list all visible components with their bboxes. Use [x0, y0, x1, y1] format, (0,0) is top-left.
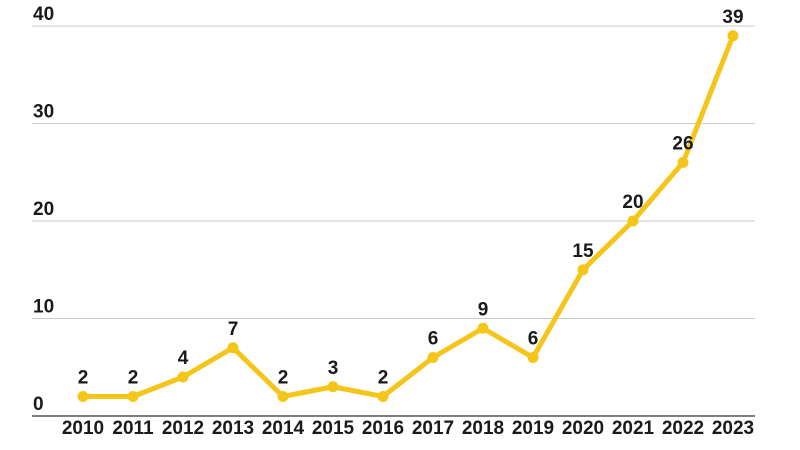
data-point — [227, 342, 239, 354]
data-point-label: 6 — [528, 329, 539, 350]
data-point-label: 26 — [672, 134, 693, 155]
data-point-label: 2 — [278, 368, 289, 389]
y-axis-tick-label: 40 — [33, 4, 54, 25]
data-point — [477, 322, 489, 334]
data-point-label: 7 — [228, 319, 239, 340]
x-axis-tick-label: 2018 — [462, 418, 504, 439]
data-point — [727, 30, 739, 42]
data-point — [127, 391, 139, 402]
x-axis-tick-label: 2017 — [412, 418, 454, 439]
data-point — [577, 264, 589, 276]
x-axis-tick-label: 2016 — [362, 418, 404, 439]
data-point — [377, 391, 389, 402]
y-axis-tick-label: 20 — [33, 199, 54, 220]
data-point — [177, 371, 189, 383]
x-axis-tick-label: 2010 — [62, 418, 104, 439]
x-axis-tick-label: 2022 — [662, 418, 704, 439]
data-point-label: 2 — [128, 368, 139, 389]
x-axis-tick-label: 2015 — [312, 418, 355, 439]
x-axis-tick-label: 2012 — [162, 418, 204, 439]
data-point — [527, 352, 539, 363]
x-axis-tick-label: 2023 — [712, 418, 754, 439]
x-axis-tick-label: 2021 — [612, 418, 655, 439]
data-point — [327, 381, 339, 393]
y-axis-tick-label: 10 — [33, 297, 54, 318]
data-point — [427, 352, 439, 363]
data-point — [677, 157, 689, 168]
y-axis-tick-label: 0 — [33, 394, 44, 415]
data-point-label: 3 — [328, 358, 339, 379]
data-point — [277, 391, 289, 402]
x-axis-tick-label: 2013 — [212, 418, 254, 439]
x-axis-tick-label: 2014 — [262, 418, 305, 439]
x-axis-tick-label: 2011 — [112, 418, 154, 439]
data-point-label: 20 — [622, 192, 643, 213]
data-point-label: 39 — [722, 7, 743, 28]
data-point-label: 2 — [78, 368, 89, 389]
data-point — [627, 215, 639, 227]
data-point-label: 6 — [428, 329, 439, 350]
data-point-label: 9 — [478, 299, 489, 320]
data-point-label: 2 — [378, 368, 389, 389]
data-point-label: 15 — [572, 241, 594, 262]
data-point-label: 4 — [178, 348, 189, 369]
data-point — [77, 391, 89, 402]
y-axis-tick-label: 30 — [33, 102, 54, 123]
data-line — [80, 33, 736, 399]
x-axis-tick-label: 2019 — [512, 418, 554, 439]
x-axis-tick-label: 2020 — [562, 418, 604, 439]
